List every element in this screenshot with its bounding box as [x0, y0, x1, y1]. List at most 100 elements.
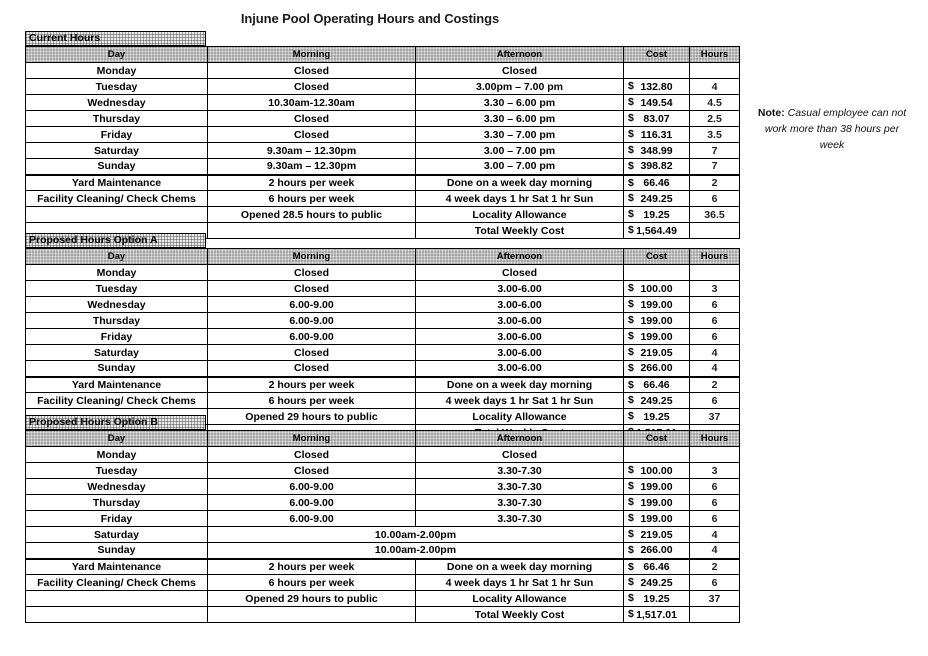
cell-day: Friday [25, 510, 208, 527]
cell-cost-8: $249.25 [623, 574, 690, 591]
currency-symbol: $ [628, 480, 634, 492]
cell-day: Yard Maintenance [25, 174, 208, 191]
currency-symbol: $ [628, 464, 634, 476]
cell-cost-locality: $19.25 [623, 590, 690, 607]
cell-afternoon: 3.00-6.00 [415, 360, 624, 378]
cell-day: Tuesday [25, 78, 208, 95]
table-row: Tuesday Closed 3.00pm – 7.00 pm $132.80 4 [25, 78, 740, 95]
cell-afternoon: 4 week days 1 hr Sat 1 hr Sun [415, 190, 624, 207]
col-header-cost: Cost [623, 46, 690, 63]
cell-afternoon: Done on a week day morning [415, 558, 624, 575]
cell-cost-3: $199.00 [623, 494, 690, 511]
cell-hours-merged: 10.00am-2.00pm [207, 542, 624, 560]
cell-day: Monday [25, 264, 208, 281]
cell-afternoon: 3.30-7.30 [415, 494, 624, 511]
cell-cost-2: $199.00 [623, 478, 690, 495]
cell-afternoon: 3.30-7.30 [415, 478, 624, 495]
table-row: Wednesday 10.30am-12.30am 3.30 – 6.00 pm $1… [25, 94, 740, 111]
currency-symbol: $ [628, 496, 634, 508]
cell-cost-5: $219.05 [623, 526, 690, 543]
table-row: Sunday Closed 3.00-6.00 $266.00 4 [25, 360, 740, 378]
cell-hours [689, 446, 740, 463]
cell-day: Facility Cleaning/ Check Chems [25, 392, 208, 409]
cell-afternoon: Done on a week day morning [415, 376, 624, 393]
section-title: Proposed Hours Option B [25, 415, 206, 430]
currency-symbol: $ [628, 544, 634, 556]
cell-afternoon: 3.30 – 6.00 pm [415, 94, 624, 111]
summary-row-locality: Opened 28.5 hours to public Locality Allo… [25, 206, 740, 223]
note-block: Note: Casual employee can not work more … [752, 105, 912, 153]
col-header-cost: Cost [623, 248, 690, 265]
cell-afternoon: 3.00 – 7.00 pm [415, 142, 624, 159]
cell-afternoon: Closed [415, 264, 624, 281]
table-row: Wednesday 6.00-9.00 3.00-6.00 $199.00 6 [25, 296, 740, 313]
cell-day: Facility Cleaning/ Check Chems [25, 190, 208, 207]
cell-hours [689, 62, 740, 79]
cell-hours: 6 [689, 494, 740, 511]
table-header-row: Day Morning Afternoon Cost Hours [25, 46, 740, 63]
cell-hours: 6 [689, 190, 740, 207]
cell-morning: 6.00-9.00 [207, 312, 416, 329]
cell-morning: Closed [207, 462, 416, 479]
cell-hours: 2 [689, 174, 740, 191]
currency-symbol: $ [628, 160, 634, 172]
cell-morning: 6 hours per week [207, 190, 416, 207]
cell-cost-6: $398.82 [623, 158, 690, 176]
cell-day: Tuesday [25, 462, 208, 479]
cell-spacer [207, 606, 416, 623]
cell-morning: 6.00-9.00 [207, 510, 416, 527]
col-header-morning: Morning [207, 248, 416, 265]
cell-morning: Closed [207, 446, 416, 463]
cell-opened-hours: Opened 29 hours to public [207, 408, 416, 425]
currency-symbol: $ [628, 112, 634, 124]
hours-table: Day Morning Afternoon Cost Hours Monday Closed… [25, 46, 740, 239]
currency-symbol: $ [628, 282, 634, 294]
col-header-afternoon: Afternoon [415, 248, 624, 265]
cell-day: Saturday [25, 344, 208, 361]
cell-hours-merged: 10.00am-2.00pm [207, 526, 624, 543]
cell-hours: 6 [689, 510, 740, 527]
cell-hours: 4 [689, 360, 740, 378]
cell-day: Saturday [25, 526, 208, 543]
hours-table: Day Morning Afternoon Cost Hours Monday Closed… [25, 430, 740, 623]
table-row: Monday Closed Closed [25, 62, 740, 79]
cell-cost-locality: $19.25 [623, 206, 690, 223]
cell-cost-total: $1,517.01 [623, 606, 690, 623]
table-row: Sunday 10.00am-2.00pm $266.00 4 [25, 542, 740, 560]
cell-locality-hours: 36.5 [689, 206, 740, 223]
col-header-morning: Morning [207, 46, 416, 63]
cell-morning: 6.00-9.00 [207, 328, 416, 345]
currency-symbol: $ [628, 346, 634, 358]
cell-afternoon: 3.00 – 7.00 pm [415, 158, 624, 176]
cell-afternoon: 3.00pm – 7.00 pm [415, 78, 624, 95]
table-row: Tuesday Closed 3.00-6.00 $100.00 3 [25, 280, 740, 297]
cell-day: Sunday [25, 542, 208, 560]
table-row: Thursday Closed 3.30 – 6.00 pm $83.07 2.5 [25, 110, 740, 127]
hours-table: Day Morning Afternoon Cost Hours Monday Closed… [25, 248, 740, 441]
table-row: Facility Cleaning/ Check Chems 6 hours pe… [25, 392, 740, 409]
cell-cost-5: $219.05 [623, 344, 690, 361]
currency-symbol: $ [628, 378, 634, 391]
section-current-hours: Current Hours Day Morning Afternoon Cost Hour… [25, 31, 740, 239]
currency-symbol: $ [628, 330, 634, 342]
table-header-row: Day Morning Afternoon Cost Hours [25, 430, 740, 447]
table-row: Wednesday 6.00-9.00 3.30-7.30 $199.00 6 [25, 478, 740, 495]
col-header-cost: Cost [623, 430, 690, 447]
cell-afternoon: 3.30 – 6.00 pm [415, 110, 624, 127]
cell-cost-2: $199.00 [623, 296, 690, 313]
cell-hours: 4 [689, 344, 740, 361]
cell-day: Friday [25, 328, 208, 345]
col-header-morning: Morning [207, 430, 416, 447]
cell-cost-3: $83.07 [623, 110, 690, 127]
cell-hours: 3 [689, 462, 740, 479]
summary-row-total: Total Weekly Cost$1,517.01 [25, 606, 740, 623]
cell-day: Tuesday [25, 280, 208, 297]
cell-spacer [689, 606, 740, 623]
cell-total-label: Total Weekly Cost [415, 606, 624, 623]
cell-hours: 6 [689, 296, 740, 313]
currency-symbol: $ [628, 208, 634, 220]
cell-cost-0 [623, 62, 690, 79]
table-row: Friday 6.00-9.00 3.30-7.30 $199.00 6 [25, 510, 740, 527]
table-header-row: Day Morning Afternoon Cost Hours [25, 248, 740, 265]
col-header-hours: Hours [689, 46, 740, 63]
